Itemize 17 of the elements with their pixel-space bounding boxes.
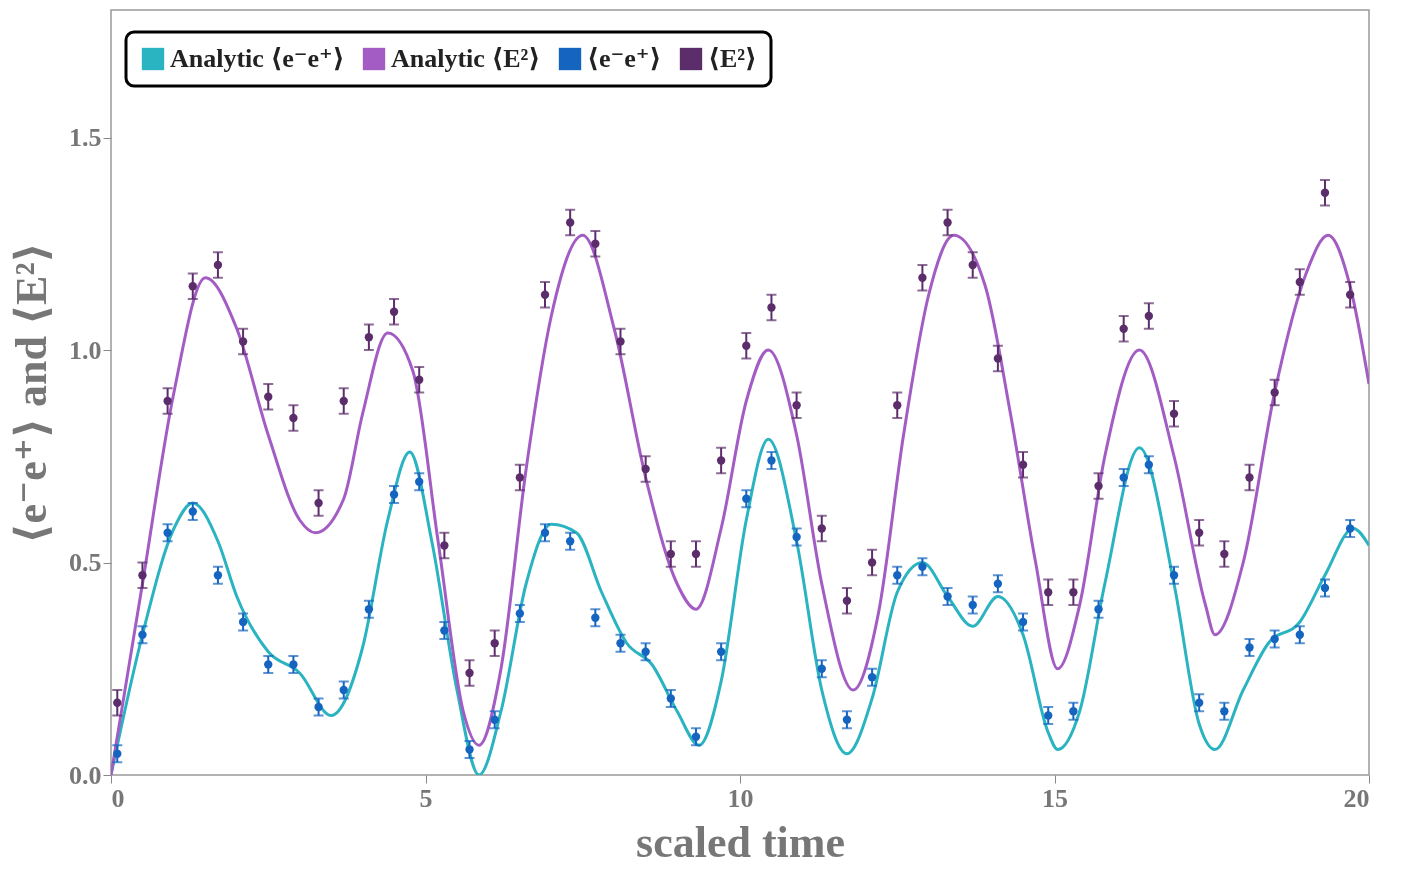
x-axis-title: scaled time xyxy=(636,817,845,867)
legend-label: Analytic ⟨E²⟩ xyxy=(391,44,541,73)
legend-label: ⟨e⁻e⁺⟩ xyxy=(587,44,662,73)
y-tick-label: 0.0 xyxy=(69,760,102,790)
line-series xyxy=(111,437,1369,775)
x-tick-label: 0 xyxy=(111,783,125,813)
y-tick-label: 1.5 xyxy=(69,123,102,152)
legend-label: ⟨E²⟩ xyxy=(708,44,757,73)
x-tick-label: 5 xyxy=(419,783,433,813)
line-series xyxy=(111,233,1369,775)
x-tick-label: 15 xyxy=(1042,783,1068,813)
legend-label: Analytic ⟨e⁻e⁺⟩ xyxy=(170,44,345,73)
x-tick-label: 20 xyxy=(1343,783,1370,813)
x-tick-label: 10 xyxy=(727,783,754,813)
y-tick-label: 1.0 xyxy=(69,335,102,365)
y-axis-title: ⟨e⁻e⁺⟩ and ⟨E²⟩ xyxy=(7,242,56,544)
y-tick-label: 0.5 xyxy=(69,548,102,577)
